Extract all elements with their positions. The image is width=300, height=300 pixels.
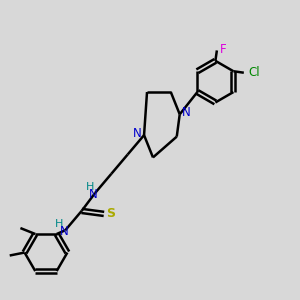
Text: S: S [106, 207, 115, 220]
Text: Cl: Cl [248, 66, 260, 79]
Text: N: N [182, 106, 190, 119]
Text: H: H [85, 182, 94, 192]
Text: N: N [89, 188, 98, 201]
Text: H: H [55, 219, 63, 229]
Text: N: N [59, 225, 68, 238]
Text: F: F [220, 43, 227, 56]
Text: N: N [133, 127, 142, 140]
